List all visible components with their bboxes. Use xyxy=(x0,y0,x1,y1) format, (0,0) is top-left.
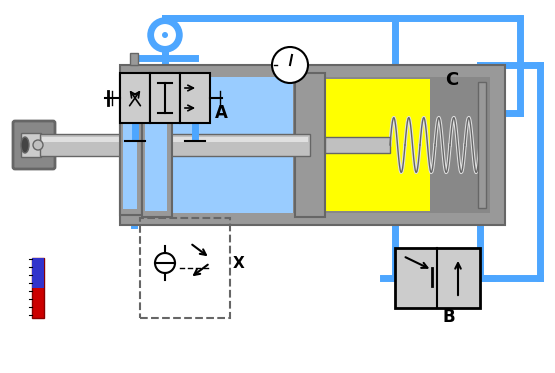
Bar xyxy=(32,258,44,288)
FancyBboxPatch shape xyxy=(120,65,505,225)
Bar xyxy=(135,77,293,213)
Circle shape xyxy=(153,23,177,47)
Circle shape xyxy=(149,19,181,51)
FancyBboxPatch shape xyxy=(135,77,490,213)
Bar xyxy=(150,73,180,123)
Text: X: X xyxy=(233,256,245,270)
Bar xyxy=(40,134,310,156)
Bar xyxy=(120,73,150,123)
Bar xyxy=(130,53,138,65)
Text: A: A xyxy=(215,104,228,122)
Bar xyxy=(286,53,294,67)
Bar xyxy=(395,248,480,308)
Ellipse shape xyxy=(21,137,29,153)
Bar xyxy=(478,82,486,208)
Bar xyxy=(142,73,172,217)
Bar xyxy=(32,258,44,318)
Circle shape xyxy=(33,140,43,150)
Bar xyxy=(42,137,308,142)
FancyBboxPatch shape xyxy=(21,133,41,157)
Bar xyxy=(145,79,167,211)
Circle shape xyxy=(272,47,308,83)
Text: B: B xyxy=(442,308,455,326)
Bar xyxy=(180,73,210,123)
Text: C: C xyxy=(445,71,458,89)
Bar xyxy=(123,81,137,209)
FancyBboxPatch shape xyxy=(120,75,142,215)
Bar xyxy=(325,79,430,211)
Circle shape xyxy=(162,32,168,38)
FancyBboxPatch shape xyxy=(295,73,325,217)
FancyBboxPatch shape xyxy=(13,121,55,169)
Bar xyxy=(325,137,390,153)
